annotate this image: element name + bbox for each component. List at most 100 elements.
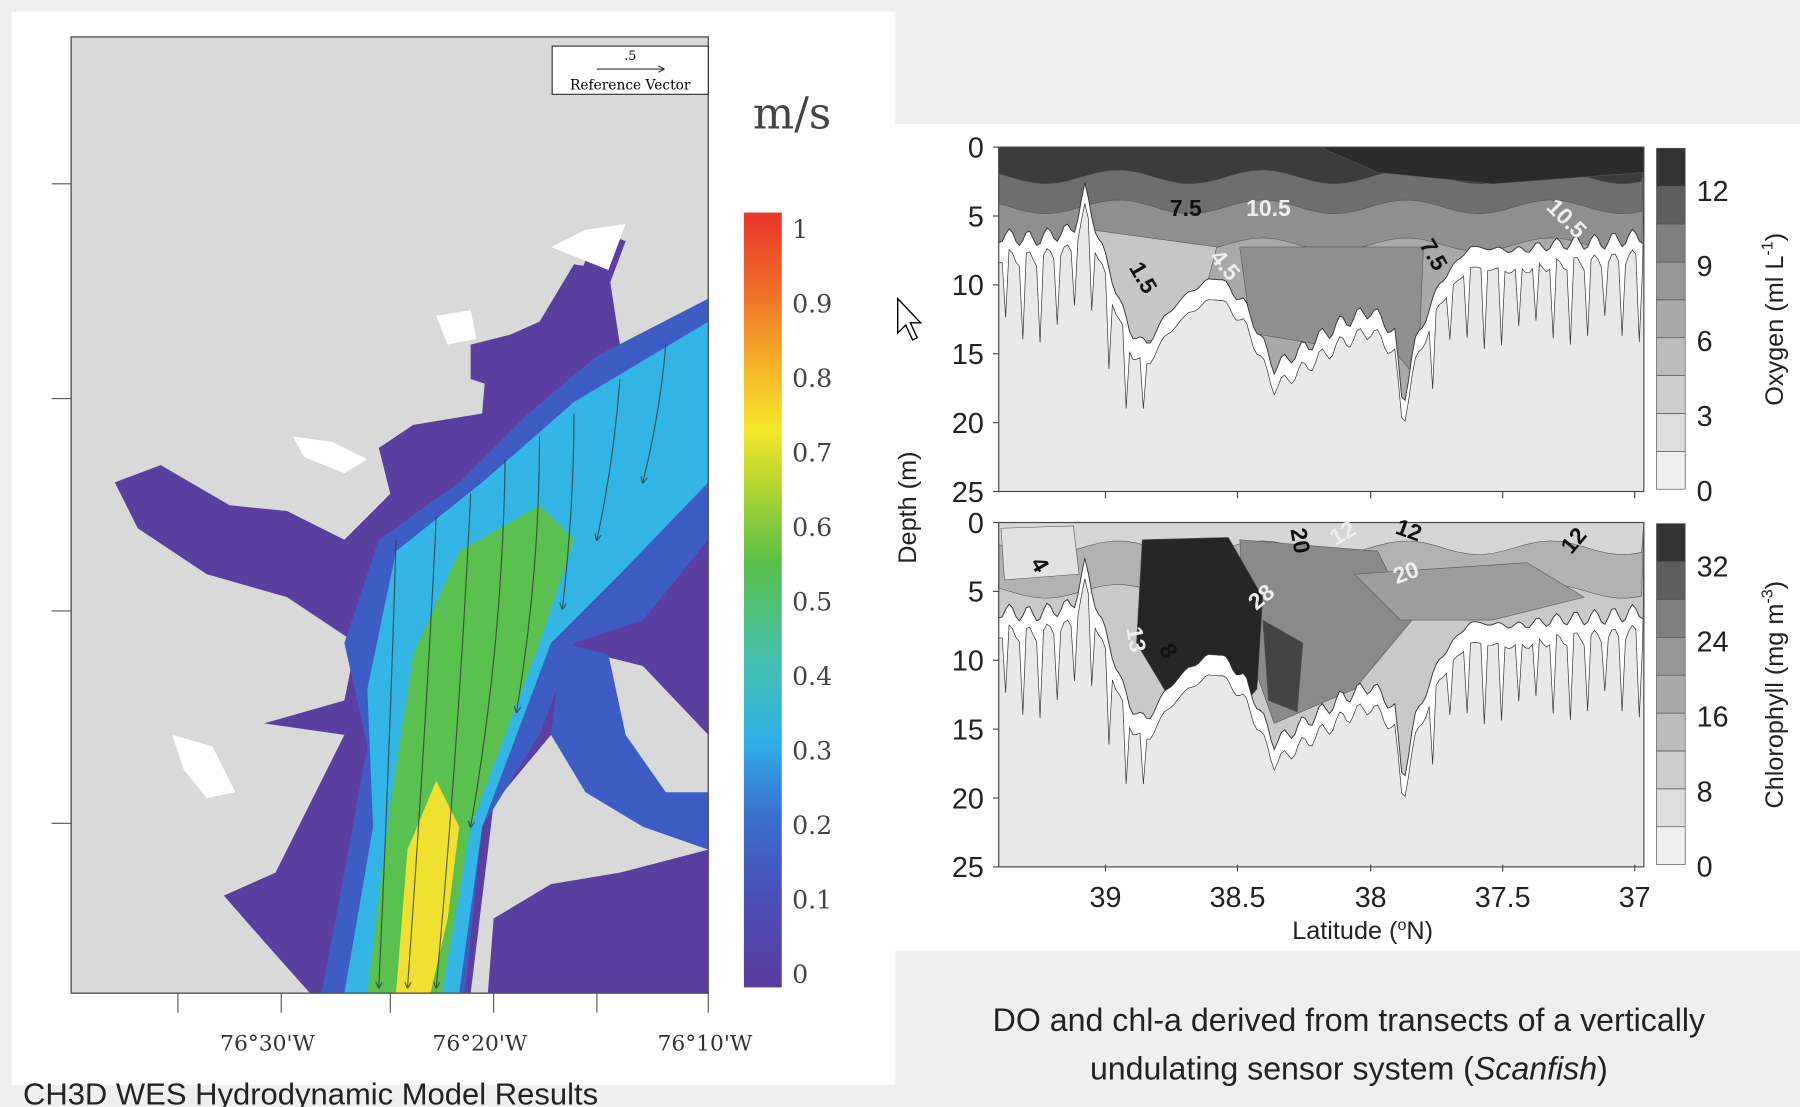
label-superscript: -1	[1758, 241, 1776, 255]
colorbar-block	[1656, 599, 1686, 638]
colorbar-tick-label: 0.6	[792, 513, 832, 542]
colorbar-tick-label: 16	[1697, 701, 1729, 733]
colorbar-block	[1656, 147, 1686, 187]
colorbar-block	[1656, 299, 1686, 339]
water-fastest	[396, 780, 460, 994]
water-mid	[551, 643, 709, 850]
colorbar-tick-label: 0.2	[792, 811, 832, 840]
current-vectors	[379, 344, 667, 988]
water-low	[487, 849, 709, 994]
water-shading	[998, 147, 1644, 401]
colorbar-tick-label: 0	[1697, 476, 1713, 508]
colorbar-tick-label: 3	[1697, 401, 1713, 433]
colorbar-block	[1656, 636, 1686, 676]
colorbar-tick-label: 8	[1697, 776, 1713, 808]
map	[71, 36, 709, 994]
colorbar-tick-label: 6	[1697, 326, 1713, 358]
seabed-line	[998, 558, 1643, 777]
y-axis-label: Depth (m)	[894, 451, 922, 563]
colorbar-block	[1656, 712, 1686, 752]
y-tick-label: 15	[952, 339, 984, 371]
reference-label: Reference Vector	[570, 78, 691, 94]
colorbar-block	[1656, 185, 1686, 225]
colorbar-tick-label: 0	[792, 960, 808, 989]
x-tick-label: 37	[1619, 882, 1651, 914]
contour-region	[1320, 147, 1644, 185]
x-tick-label: 76°20'W	[432, 1032, 527, 1057]
y-tick-label: 15	[952, 714, 984, 746]
plot-frame	[998, 521, 1645, 868]
reference-magnitude: .5	[624, 48, 636, 63]
colorbar-block	[1656, 523, 1686, 562]
label-superscript: -3	[1758, 589, 1776, 603]
seabed-line	[998, 182, 1643, 402]
colorbar-tick-label: 0.3	[792, 736, 832, 765]
colorbar-tick-label: 32	[1697, 551, 1729, 583]
colorbar-label: Chlorophyll (mg m-3)	[1758, 581, 1788, 809]
contour-label: 7.5	[1170, 195, 1202, 221]
colorbar-block	[1656, 337, 1686, 376]
y-tick-label: 25	[952, 852, 984, 884]
colorbar-block	[1656, 788, 1686, 828]
colorbar-block	[1656, 750, 1686, 790]
colorbar-block	[1656, 375, 1686, 414]
island	[436, 310, 477, 345]
colorbar-tick-label: 0.9	[792, 289, 832, 318]
x-tick-label: 39	[1090, 882, 1122, 914]
colorbar-tick-label: 0.1	[792, 885, 832, 914]
label-superscript: o	[1397, 916, 1406, 934]
label-part: Latitude (	[1292, 917, 1398, 945]
reference-box	[551, 45, 709, 95]
x-tick-label: 76°10'W	[657, 1032, 752, 1057]
label-part: N)	[1406, 917, 1433, 945]
x-tick-label: 76°30'W	[220, 1032, 315, 1057]
y-tick-label: 5	[968, 201, 984, 233]
contour-label: 10.5	[1246, 195, 1291, 221]
caption-italic: Scanfish	[1474, 1050, 1597, 1086]
colorbar-tick-label: 0.7	[792, 438, 832, 467]
y-tick-label: 0	[968, 132, 984, 164]
colorbar-tick-label: 0.8	[792, 364, 832, 393]
transect-caption: undulating sensor system (Scanfish)	[1090, 1050, 1608, 1086]
colorbar-tick-label: 0.4	[792, 662, 832, 691]
y-tick-label: 20	[952, 408, 984, 440]
island	[172, 734, 236, 799]
contour-region	[1000, 525, 1080, 581]
map-caption: CH3D WES Hydrodynamic Model Results	[23, 1077, 598, 1107]
colorbar-block	[1656, 261, 1686, 301]
island	[292, 436, 368, 474]
mouse-cursor	[897, 296, 923, 341]
y-tick-label: 10	[952, 270, 984, 302]
colorbar-block	[1656, 223, 1686, 263]
colorbar-block	[1656, 413, 1686, 452]
x-axis-label: Latitude (oN)	[1292, 916, 1433, 945]
colorbar-block	[1656, 561, 1686, 600]
unit-label: m/s	[753, 90, 831, 140]
y-tick-label: 10	[952, 646, 984, 678]
colorbar-tick-label: 9	[1697, 251, 1713, 283]
x-tick-label: 38	[1355, 882, 1387, 914]
x-tick-label: 38.5	[1210, 882, 1266, 914]
contour-label: 13	[1121, 625, 1151, 655]
y-tick-label: 0	[968, 508, 984, 540]
caption-part: )	[1597, 1050, 1608, 1086]
contour-region	[1262, 619, 1304, 713]
label-part: Chlorophyll (mg m	[1761, 604, 1789, 809]
colorbar-tick-label: 0	[1697, 851, 1713, 883]
y-tick-label: 20	[952, 783, 984, 815]
colorbar-block	[1656, 826, 1686, 865]
label-part: Oxygen (ml L	[1761, 256, 1789, 406]
colorbar-label: Oxygen (ml L-1)	[1758, 233, 1788, 406]
colorbar-block	[1656, 450, 1686, 490]
plot-frame	[998, 146, 1645, 493]
contour-label: 20	[1285, 526, 1315, 556]
transect-caption: DO and chl-a derived from transects of a…	[993, 1002, 1705, 1038]
label-part: )	[1761, 233, 1789, 241]
y-tick-label: 5	[968, 577, 984, 609]
colorbar-tick-label: 12	[1697, 176, 1729, 208]
contour-region	[1353, 562, 1585, 621]
